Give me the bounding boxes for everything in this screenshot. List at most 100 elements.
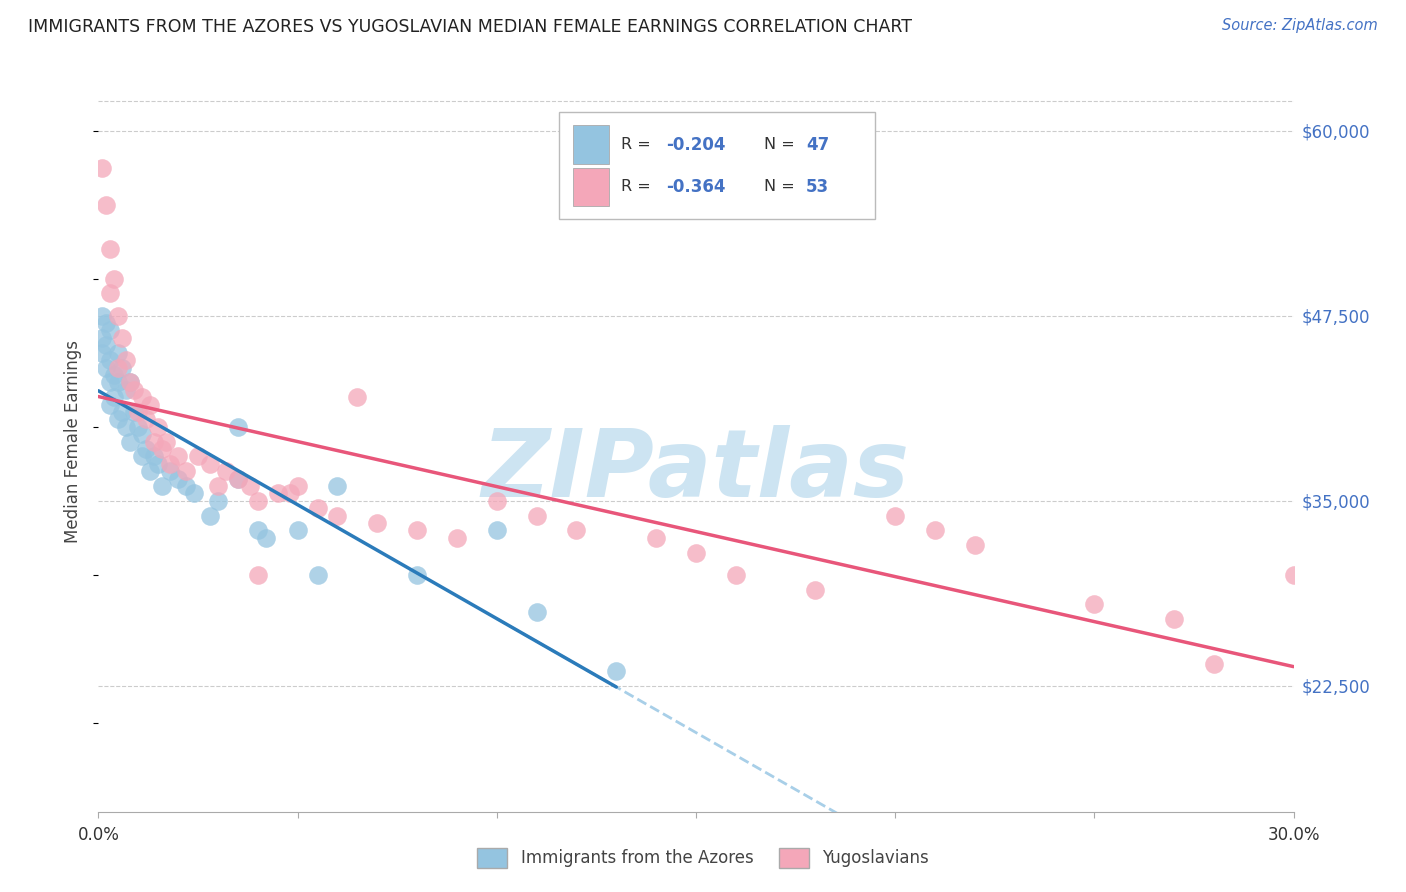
Point [91, 345, 114, 359]
Point [406, 524, 429, 538]
Point [565, 524, 588, 538]
Point [143, 450, 166, 464]
Point [183, 486, 205, 500]
Point [287, 479, 309, 493]
Point [198, 508, 221, 523]
Point [239, 479, 262, 493]
Point [963, 538, 986, 552]
Point [131, 450, 153, 464]
Point [246, 567, 269, 582]
Point [107, 360, 129, 375]
Text: N =: N = [763, 179, 800, 194]
Point [120, 376, 142, 390]
Point [924, 524, 946, 538]
Text: -0.364: -0.364 [666, 178, 725, 196]
Point [1282, 567, 1305, 582]
Point [307, 501, 329, 516]
Legend: Immigrants from the Azores, Yugoslavians: Immigrants from the Azores, Yugoslavians [471, 841, 935, 875]
Text: R =: R = [620, 137, 655, 153]
Point [111, 405, 134, 419]
Point [307, 567, 329, 582]
Point [139, 397, 162, 411]
Point [107, 309, 129, 323]
Point [724, 567, 747, 582]
Point [91, 161, 114, 175]
Point [96, 360, 118, 375]
Point [91, 309, 114, 323]
Text: Source: ZipAtlas.com: Source: ZipAtlas.com [1222, 18, 1378, 33]
Point [174, 464, 197, 478]
Point [198, 457, 221, 471]
Point [124, 383, 146, 397]
Point [605, 664, 627, 678]
Point [174, 479, 197, 493]
Point [139, 464, 162, 478]
Point [1163, 612, 1185, 626]
Point [526, 508, 548, 523]
Point [111, 360, 134, 375]
Point [96, 338, 118, 352]
FancyBboxPatch shape [572, 126, 609, 164]
Point [526, 605, 548, 619]
Point [246, 524, 269, 538]
Text: -0.204: -0.204 [666, 136, 725, 153]
Text: R =: R = [620, 179, 655, 194]
Point [150, 442, 173, 456]
Point [326, 479, 349, 493]
Point [107, 345, 129, 359]
Point [685, 546, 707, 560]
Point [115, 383, 138, 397]
Point [804, 582, 827, 597]
Point [120, 376, 142, 390]
Point [148, 419, 170, 434]
Point [96, 316, 118, 330]
Point [111, 331, 134, 345]
Point [159, 457, 181, 471]
Point [131, 427, 153, 442]
Point [103, 271, 125, 285]
Point [120, 434, 142, 449]
Point [148, 457, 170, 471]
Point [103, 368, 125, 382]
Point [167, 471, 190, 485]
Point [103, 390, 125, 404]
Point [167, 450, 190, 464]
Text: IMMIGRANTS FROM THE AZORES VS YUGOSLAVIAN MEDIAN FEMALE EARNINGS CORRELATION CHA: IMMIGRANTS FROM THE AZORES VS YUGOSLAVIA… [28, 18, 912, 36]
Point [159, 464, 181, 478]
Point [366, 516, 388, 530]
Point [1202, 657, 1225, 671]
Point [98, 324, 122, 338]
Point [115, 353, 138, 368]
Point [278, 486, 301, 500]
Point [254, 531, 277, 545]
Point [98, 397, 122, 411]
Point [107, 376, 129, 390]
Point [485, 493, 508, 508]
Point [107, 412, 129, 426]
Point [127, 405, 149, 419]
Point [155, 434, 177, 449]
Point [446, 531, 468, 545]
Point [215, 464, 238, 478]
Point [98, 353, 122, 368]
Text: ZIPatlas: ZIPatlas [482, 425, 910, 517]
Text: N =: N = [763, 137, 800, 153]
Point [226, 471, 249, 485]
Point [226, 419, 249, 434]
Point [246, 493, 269, 508]
FancyBboxPatch shape [572, 168, 609, 206]
Point [207, 479, 229, 493]
Point [98, 376, 122, 390]
Point [98, 286, 122, 301]
Point [115, 419, 138, 434]
Point [96, 197, 118, 211]
Point [187, 450, 209, 464]
Point [135, 412, 157, 426]
Point [131, 390, 153, 404]
Y-axis label: Median Female Earnings: Median Female Earnings [65, 340, 83, 543]
Point [326, 508, 349, 523]
Point [207, 493, 229, 508]
Point [91, 331, 114, 345]
Point [127, 419, 149, 434]
Point [645, 531, 668, 545]
